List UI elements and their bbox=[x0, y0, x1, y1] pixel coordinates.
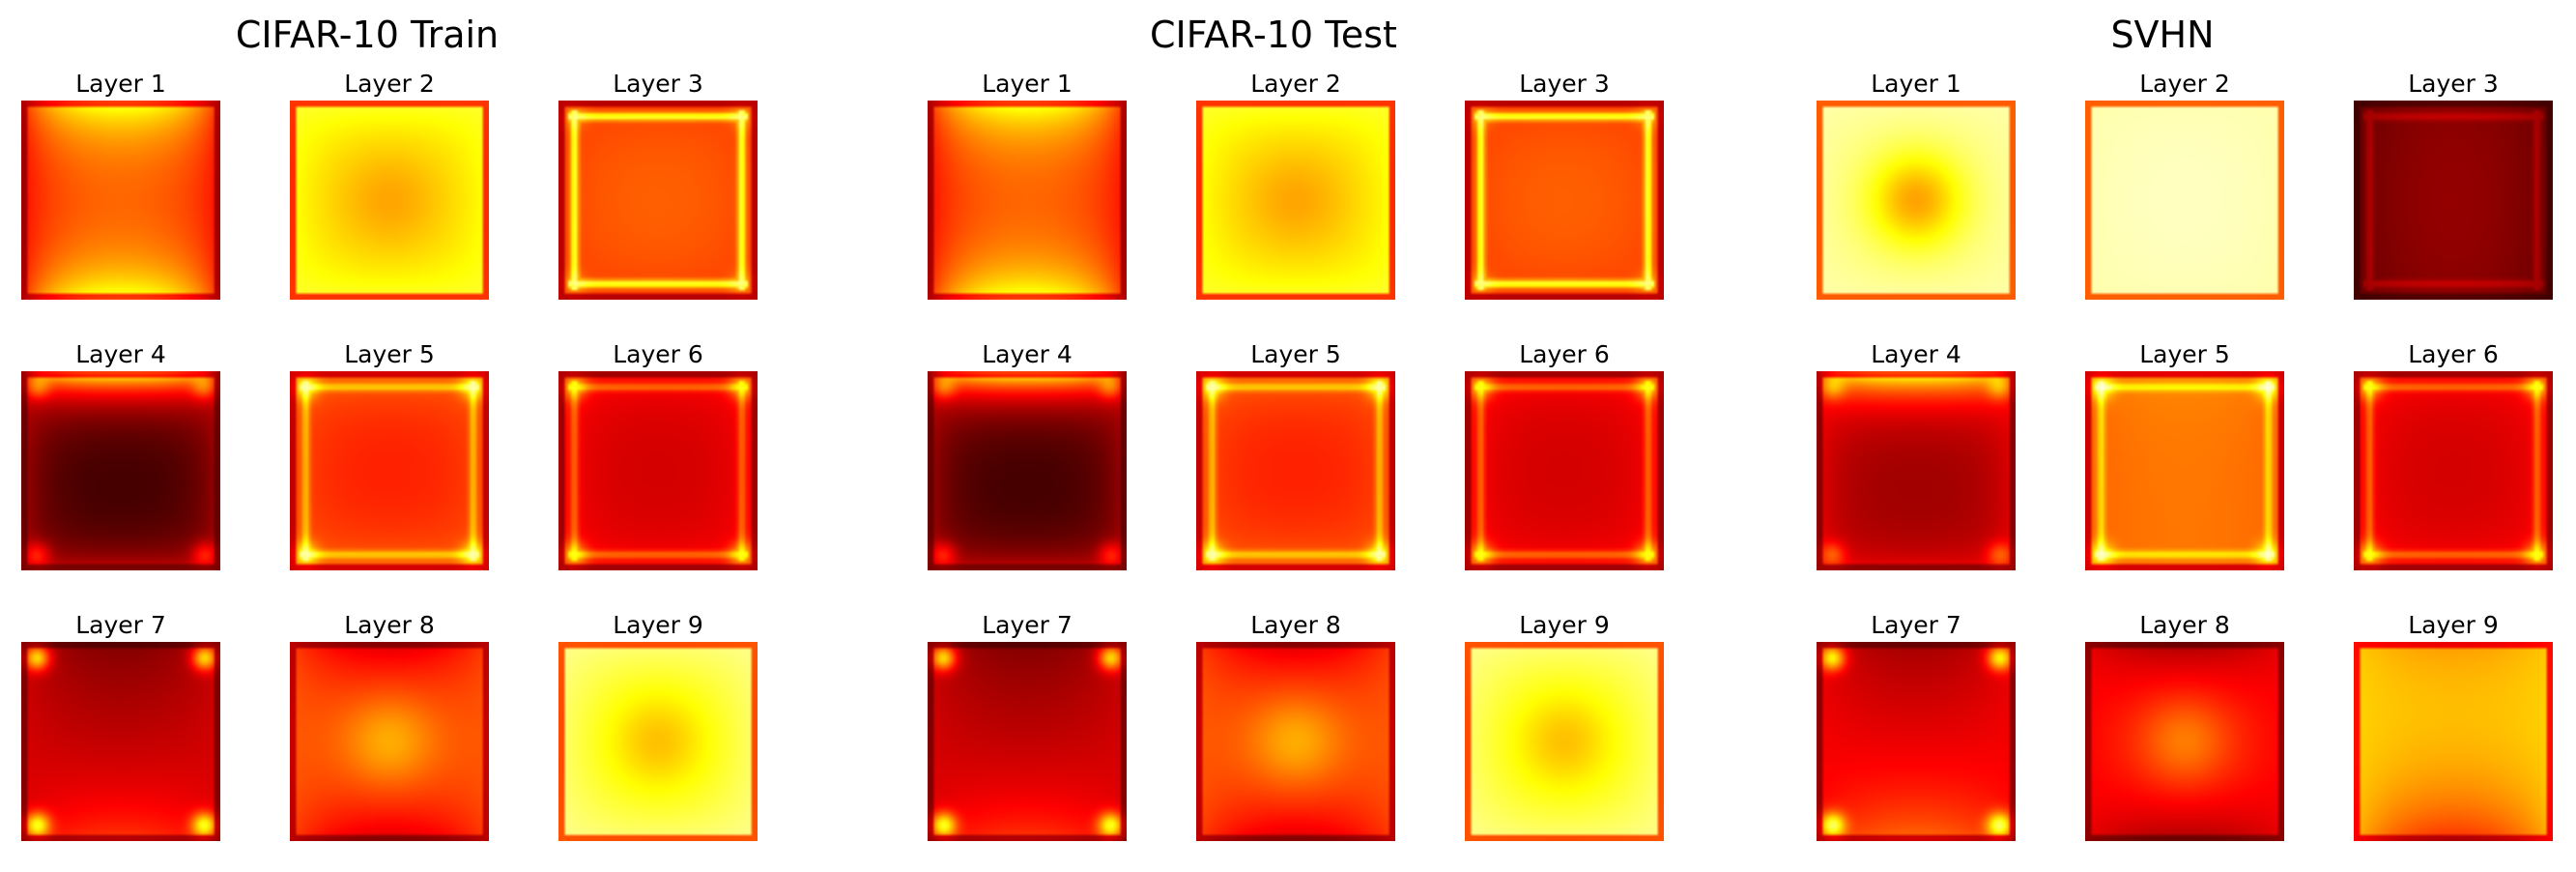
subplot-label: Layer 6 bbox=[1519, 340, 1610, 368]
subplot-label: Layer 4 bbox=[75, 340, 166, 368]
subplot-label: Layer 8 bbox=[344, 611, 435, 639]
heatmap-image bbox=[1465, 371, 1664, 570]
subplot-label: Layer 6 bbox=[613, 340, 703, 368]
heatmap-image bbox=[21, 642, 220, 841]
subplot-label: Layer 1 bbox=[75, 70, 166, 98]
heatmap-image bbox=[2354, 101, 2553, 300]
heatmap-image bbox=[1817, 371, 2016, 570]
subplot-label: Layer 4 bbox=[1871, 340, 1961, 368]
heatmap-image bbox=[290, 101, 489, 300]
panel-title: CIFAR-10 Train bbox=[235, 14, 500, 56]
heatmap-image bbox=[290, 371, 489, 570]
heatmap-image bbox=[558, 371, 758, 570]
subplot-label: Layer 5 bbox=[2139, 340, 2230, 368]
subplot-label: Layer 3 bbox=[613, 70, 703, 98]
heatmap-image bbox=[290, 642, 489, 841]
subplot-label: Layer 3 bbox=[1519, 70, 1610, 98]
subplot-label: Layer 5 bbox=[344, 340, 435, 368]
subplot-label: Layer 9 bbox=[613, 611, 703, 639]
heatmap-image bbox=[1817, 101, 2016, 300]
heatmap-image bbox=[1817, 642, 2016, 841]
heatmap-image bbox=[1196, 371, 1395, 570]
panel-2: CIFAR-10 Test Layer 1 Layer 2 Layer 3 Layer … bbox=[906, 0, 1664, 872]
subplot-label: Layer 7 bbox=[982, 611, 1073, 639]
heatmap-image bbox=[1196, 642, 1395, 841]
panel-3: SVHN Layer 1 Layer 2 Layer 3 Layer 4 Layer 5 L… bbox=[1795, 0, 2553, 872]
heatmap-image bbox=[2085, 642, 2284, 841]
heatmap-image bbox=[1465, 642, 1664, 841]
subplot-label: Layer 7 bbox=[1871, 611, 1961, 639]
subplot-label: Layer 7 bbox=[75, 611, 166, 639]
heatmap-image bbox=[2085, 101, 2284, 300]
panel-1: CIFAR-10 Train Layer 1 Layer 2 Layer 3 Layer… bbox=[0, 0, 758, 872]
heatmap-image bbox=[2085, 371, 2284, 570]
heatmap-image bbox=[21, 101, 220, 300]
heatmap-image bbox=[928, 642, 1127, 841]
subplot-label: Layer 2 bbox=[1250, 70, 1341, 98]
subplot-label: Layer 8 bbox=[1250, 611, 1341, 639]
heatmap-image bbox=[1465, 101, 1664, 300]
heatmap-image bbox=[1196, 101, 1395, 300]
panel-title: CIFAR-10 Test bbox=[1150, 14, 1397, 56]
subplot-label: Layer 2 bbox=[344, 70, 435, 98]
subplot-label: Layer 1 bbox=[982, 70, 1073, 98]
subplot-label: Layer 1 bbox=[1871, 70, 1961, 98]
subplot-label: Layer 2 bbox=[2139, 70, 2230, 98]
subplot-label: Layer 9 bbox=[2408, 611, 2499, 639]
heatmap-image bbox=[928, 101, 1127, 300]
subplot-label: Layer 3 bbox=[2408, 70, 2499, 98]
subplot-label: Layer 9 bbox=[1519, 611, 1610, 639]
subplot-label: Layer 6 bbox=[2408, 340, 2499, 368]
heatmap-image bbox=[558, 642, 758, 841]
heatmap-image bbox=[21, 371, 220, 570]
heatmap-image bbox=[928, 371, 1127, 570]
panel-title: SVHN bbox=[2110, 14, 2215, 56]
heatmap-image bbox=[2354, 371, 2553, 570]
subplot-label: Layer 8 bbox=[2139, 611, 2230, 639]
subplot-label: Layer 4 bbox=[982, 340, 1073, 368]
subplot-label: Layer 5 bbox=[1250, 340, 1341, 368]
heatmap-image bbox=[2354, 642, 2553, 841]
heatmap-image bbox=[558, 101, 758, 300]
